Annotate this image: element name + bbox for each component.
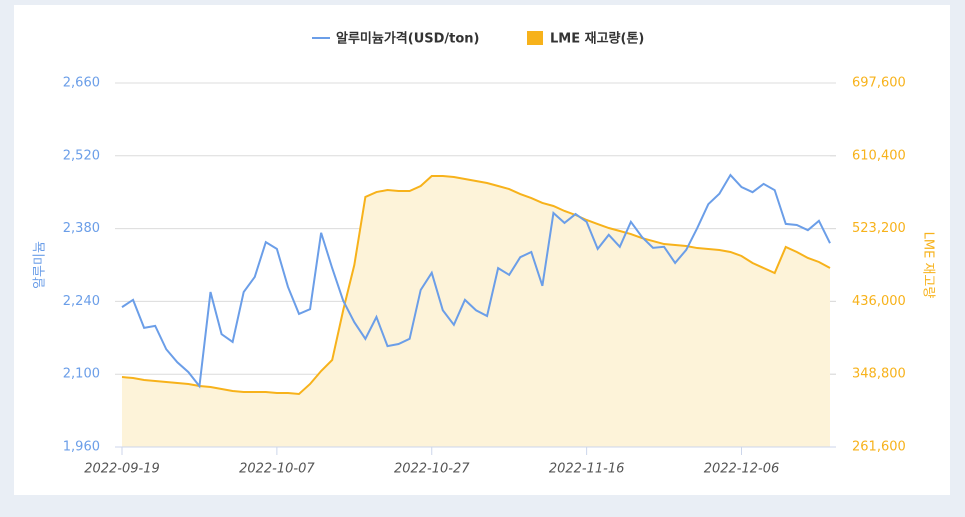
x-tick-label: 2022-11-16 [549,462,625,477]
y-tick-label: 1,960 [63,440,100,455]
legend-label: LME 재고량(톤) [550,32,644,47]
x-tick-label: 2022-09-19 [84,462,160,477]
y2-tick-label: 436,000 [852,294,906,309]
stock-area [122,176,830,447]
legend-swatch [527,31,543,45]
y2-tick-label: 348,800 [852,367,906,382]
y-tick-label: 2,520 [63,148,100,163]
x-tick-label: 2022-10-07 [239,462,315,477]
y-tick-label: 2,660 [63,76,100,91]
y-axis-title: 알루미늄 [33,241,48,289]
price-line [121,173,831,389]
y2-axis-title: LME 재고량 [921,232,936,299]
y2-tick-label: 523,200 [852,221,906,236]
y2-tick-label: 697,600 [852,76,906,91]
x-tick-label: 2022-10-27 [394,462,470,477]
y2-tick-label: 610,400 [852,148,906,163]
y-tick-label: 2,380 [63,221,100,236]
legend-label: 알루미늄가격(USD/ton) [336,31,480,47]
y-tick-label: 2,240 [63,294,100,309]
y-tick-label: 2,100 [63,367,100,382]
y2-tick-label: 261,600 [852,440,906,455]
stock-line [121,175,831,396]
x-tick-label: 2022-12-06 [704,462,780,477]
